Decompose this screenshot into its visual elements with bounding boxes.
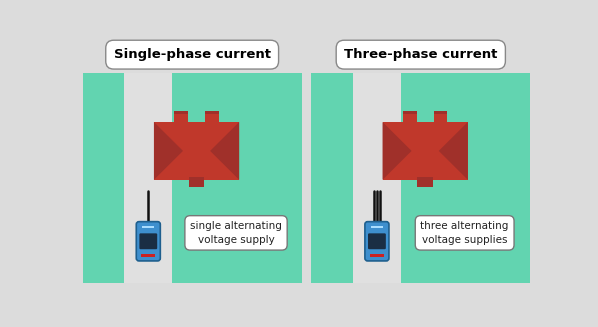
Bar: [371, 226, 383, 228]
FancyBboxPatch shape: [368, 233, 386, 249]
Bar: [311, 73, 530, 283]
Bar: [124, 73, 172, 283]
FancyBboxPatch shape: [136, 222, 160, 261]
Bar: [174, 111, 188, 125]
Text: single alternating
voltage supply: single alternating voltage supply: [190, 221, 282, 245]
Text: three alternating
voltage supplies: three alternating voltage supplies: [420, 221, 509, 245]
Bar: [370, 254, 384, 257]
Bar: [142, 226, 154, 228]
Bar: [205, 111, 219, 125]
Bar: [83, 73, 302, 283]
Bar: [403, 111, 417, 125]
Text: Three-phase current: Three-phase current: [344, 48, 498, 61]
Bar: [383, 122, 468, 180]
Bar: [174, 111, 188, 114]
Bar: [154, 122, 239, 180]
Polygon shape: [439, 122, 468, 180]
Bar: [403, 111, 417, 114]
FancyBboxPatch shape: [139, 233, 157, 249]
Bar: [141, 254, 155, 257]
Bar: [353, 73, 401, 283]
Polygon shape: [210, 122, 239, 180]
Bar: [434, 111, 447, 125]
Polygon shape: [154, 122, 183, 180]
Text: Single-phase current: Single-phase current: [114, 48, 271, 61]
FancyBboxPatch shape: [365, 222, 389, 261]
Bar: [205, 111, 219, 114]
Bar: [189, 177, 205, 187]
Bar: [417, 177, 433, 187]
Bar: [434, 111, 447, 114]
Polygon shape: [383, 122, 411, 180]
